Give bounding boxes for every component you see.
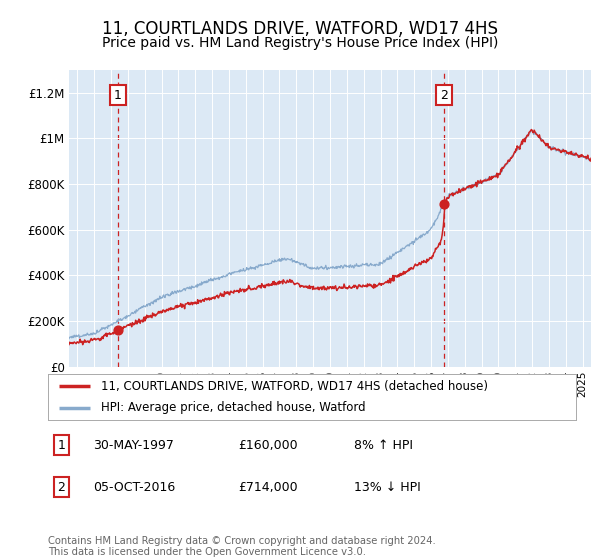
Text: 11, COURTLANDS DRIVE, WATFORD, WD17 4HS: 11, COURTLANDS DRIVE, WATFORD, WD17 4HS xyxy=(102,20,498,38)
Text: 30-MAY-1997: 30-MAY-1997 xyxy=(93,438,174,451)
Text: 1: 1 xyxy=(57,438,65,451)
Text: Contains HM Land Registry data © Crown copyright and database right 2024.
This d: Contains HM Land Registry data © Crown c… xyxy=(48,535,436,557)
Text: 2: 2 xyxy=(57,481,65,494)
Text: 8% ↑ HPI: 8% ↑ HPI xyxy=(354,438,413,451)
Text: 2: 2 xyxy=(440,88,448,102)
Point xyxy=(113,326,123,335)
Text: 1: 1 xyxy=(114,88,122,102)
Text: HPI: Average price, detached house, Watford: HPI: Average price, detached house, Watf… xyxy=(101,401,365,414)
Text: Price paid vs. HM Land Registry's House Price Index (HPI): Price paid vs. HM Land Registry's House … xyxy=(102,36,498,50)
Text: £714,000: £714,000 xyxy=(238,481,298,494)
Text: £160,000: £160,000 xyxy=(238,438,298,451)
Text: 11, COURTLANDS DRIVE, WATFORD, WD17 4HS (detached house): 11, COURTLANDS DRIVE, WATFORD, WD17 4HS … xyxy=(101,380,488,393)
Text: 05-OCT-2016: 05-OCT-2016 xyxy=(93,481,175,494)
Text: 13% ↓ HPI: 13% ↓ HPI xyxy=(354,481,421,494)
Point xyxy=(439,199,449,208)
